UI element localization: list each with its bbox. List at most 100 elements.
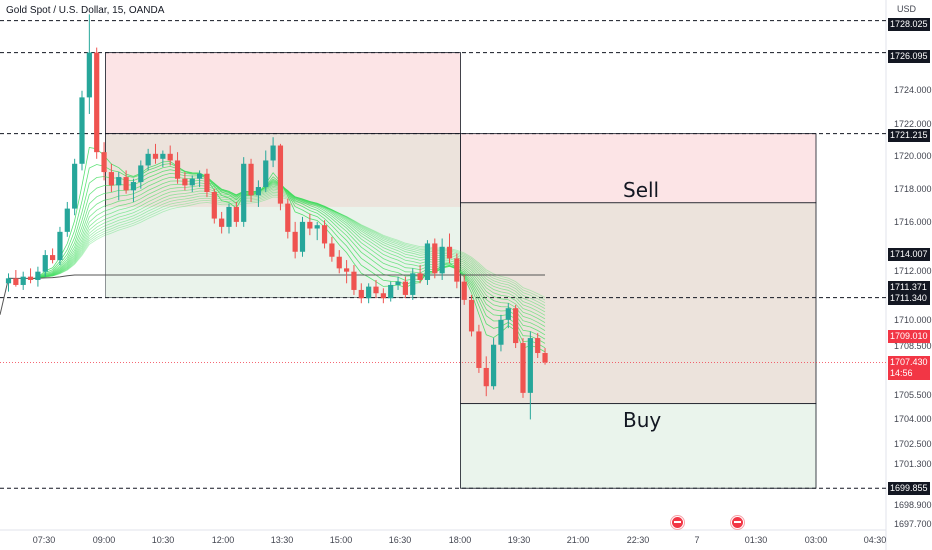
- candle-body: [491, 344, 497, 387]
- price-tick: 1720.000: [894, 151, 932, 161]
- candle-body: [424, 243, 431, 280]
- candle-body: [527, 338, 533, 393]
- candle-body: [182, 178, 188, 186]
- candle-body: [130, 182, 137, 191]
- candle-body: [366, 286, 372, 299]
- candle-body: [189, 178, 195, 186]
- candle-body: [138, 165, 144, 183]
- time-tick: 22:30: [626, 535, 650, 545]
- candle-body: [79, 97, 85, 164]
- economic-event-icon[interactable]: [671, 516, 684, 529]
- candle-body: [123, 177, 129, 191]
- price-tag-1728: 1728.025: [888, 18, 930, 31]
- price-tick: 1722.000: [894, 119, 932, 129]
- candle-body: [108, 172, 114, 186]
- time-tick: 16:30: [388, 535, 412, 545]
- candle-body: [358, 289, 364, 299]
- candle-body: [50, 255, 56, 261]
- candle-body: [520, 343, 526, 393]
- currency-label: USD: [897, 4, 917, 14]
- chart-title: Gold Spot / U.S. Dollar, 15, OANDA: [6, 5, 165, 16]
- candle-body: [321, 225, 328, 244]
- price-tag-1711-340: 1711.340: [888, 292, 930, 305]
- candle-body: [233, 206, 239, 222]
- candle-body: [263, 160, 269, 188]
- sell-zone-label: Sell: [623, 178, 660, 202]
- candle-body: [461, 281, 467, 300]
- candle-body: [241, 163, 247, 222]
- candle-body: [27, 276, 34, 280]
- candle-body: [197, 173, 203, 179]
- candle-body: [336, 256, 342, 269]
- time-tick: 04:30: [863, 535, 887, 545]
- candle-body: [204, 173, 210, 192]
- candle-body: [344, 268, 350, 272]
- candle-body: [380, 293, 386, 299]
- price-tag-1699: 1699.855: [888, 482, 930, 495]
- price-tag-1721: 1721.215: [888, 129, 930, 142]
- candle-body: [116, 177, 122, 186]
- mid-zone-lower: [460, 202, 817, 405]
- candle-body: [57, 231, 63, 261]
- candle-body: [395, 281, 401, 285]
- price-tick: 1718.000: [894, 184, 932, 194]
- candle-body: [329, 243, 335, 257]
- candle-body: [505, 308, 511, 320]
- economic-event-icon[interactable]: [731, 516, 744, 529]
- candle-body: [226, 206, 232, 227]
- price-tag-1711-371: 1711.371: [888, 281, 930, 294]
- time-tick: 13:30: [270, 535, 294, 545]
- time-tick: 07:30: [32, 535, 56, 545]
- candle-body: [314, 225, 320, 229]
- candle-body: [446, 246, 453, 259]
- price-tick: 1712.000: [894, 266, 932, 276]
- candle-body: [285, 203, 291, 232]
- price-tag-1726: 1726.095: [888, 50, 930, 63]
- candle-body: [42, 255, 48, 272]
- sell-zone-lower: [460, 133, 817, 204]
- candle-body: [255, 187, 261, 196]
- ma-ribbon-line: [30, 191, 546, 306]
- time-tick: 7: [694, 535, 700, 545]
- candle-body: [388, 284, 394, 299]
- candle-body: [513, 308, 519, 344]
- buy-zone-lower: [460, 403, 817, 489]
- candle-body: [454, 258, 460, 282]
- candle-body: [101, 152, 107, 173]
- ma-ribbon-line: [30, 193, 546, 304]
- candle-body: [64, 208, 70, 232]
- time-tick: 21:00: [566, 535, 590, 545]
- candle-body: [145, 153, 151, 166]
- bar-countdown-tag: 14:56: [888, 367, 930, 380]
- price-tick: 1705.500: [894, 390, 932, 400]
- current-price-tag: 1707.430: [888, 356, 930, 369]
- candle-body: [417, 273, 423, 280]
- candle-body: [299, 221, 306, 252]
- price-tick: 1697.700: [894, 519, 932, 529]
- candle-body: [219, 218, 225, 227]
- price-tick: 1704.000: [894, 414, 932, 424]
- time-tick: 19:30: [507, 535, 531, 545]
- candle-body: [468, 299, 475, 332]
- time-tick: 15:00: [329, 535, 353, 545]
- candle-body: [542, 353, 548, 363]
- price-tick: 1724.000: [894, 85, 932, 95]
- candle-body: [410, 273, 416, 295]
- candle-body: [351, 271, 357, 290]
- time-tick: 09:00: [92, 535, 116, 545]
- candle-body: [307, 221, 313, 229]
- candle-body: [373, 286, 379, 294]
- time-tick: 03:00: [804, 535, 828, 545]
- candle-body: [94, 52, 100, 153]
- time-tick: 10:30: [151, 535, 175, 545]
- candle-body: [5, 278, 12, 284]
- candle-body: [35, 271, 41, 280]
- candle-body: [432, 243, 438, 274]
- candle-body: [152, 153, 159, 159]
- candle-body: [483, 367, 489, 387]
- candle-body: [13, 278, 19, 285]
- candle-body: [211, 192, 217, 219]
- price-tick: 1710.000: [894, 315, 932, 325]
- candle-body: [476, 331, 482, 368]
